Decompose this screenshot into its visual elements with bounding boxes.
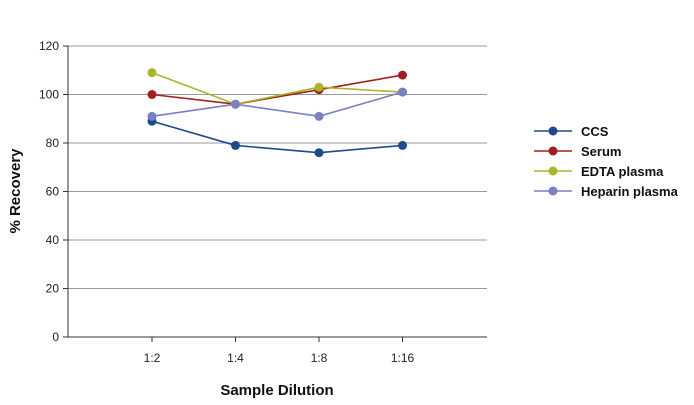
y-tick-label: 80: [46, 136, 60, 150]
data-point: [314, 111, 324, 121]
x-tick-label: 1:16: [391, 351, 415, 365]
series-ccs: [147, 116, 407, 158]
legend-label: Serum: [581, 144, 621, 159]
series-line: [151, 71, 403, 106]
legend-item: Serum: [534, 144, 621, 159]
data-point: [398, 70, 407, 80]
legend-label: CCS: [581, 124, 609, 139]
y-tick-label: 0: [52, 330, 59, 344]
data-point: [231, 140, 240, 150]
legend-marker: [548, 166, 558, 176]
legend-label: EDTA plasma: [581, 164, 664, 179]
legend-item: CCS: [534, 124, 609, 139]
legend-marker: [548, 186, 558, 196]
legend-marker: [548, 126, 558, 136]
y-tick-labels: 0 20 40 60 80 100 120: [39, 39, 68, 344]
data-point: [398, 87, 407, 97]
data-point: [147, 111, 157, 121]
data-point: [231, 99, 240, 109]
series-lines: [147, 68, 407, 158]
data-point: [314, 148, 324, 158]
series-line: [151, 91, 403, 118]
data-point: [147, 68, 157, 78]
data-point: [314, 82, 324, 92]
y-tick-label: 100: [39, 88, 59, 102]
legend: CCS Serum EDTA plasma Heparin plasma: [534, 124, 679, 199]
series-line: [151, 120, 403, 154]
y-tick-label: 40: [46, 233, 60, 247]
gridlines: [68, 45, 487, 289]
series-heparin-plasma: [147, 87, 407, 121]
y-axis-title: % Recovery: [7, 148, 24, 234]
y-tick-label: 20: [46, 282, 60, 296]
y-tick-label: 60: [46, 185, 60, 199]
y-tick-label: 120: [39, 39, 59, 53]
x-tick-labels: 1:2 1:4 1:8 1:16: [144, 337, 415, 365]
x-tick-label: 1:2: [144, 351, 161, 365]
legend-item: Heparin plasma: [534, 184, 679, 199]
x-tick-label: 1:8: [311, 351, 328, 365]
legend-marker: [548, 146, 558, 156]
legend-item: EDTA plasma: [534, 164, 664, 179]
x-tick-label: 1:4: [227, 351, 244, 365]
legend-label: Heparin plasma: [581, 184, 679, 199]
data-point: [147, 90, 157, 99]
data-point: [398, 140, 407, 150]
x-axis-title: Sample Dilution: [220, 382, 333, 399]
series-line: [151, 74, 403, 106]
